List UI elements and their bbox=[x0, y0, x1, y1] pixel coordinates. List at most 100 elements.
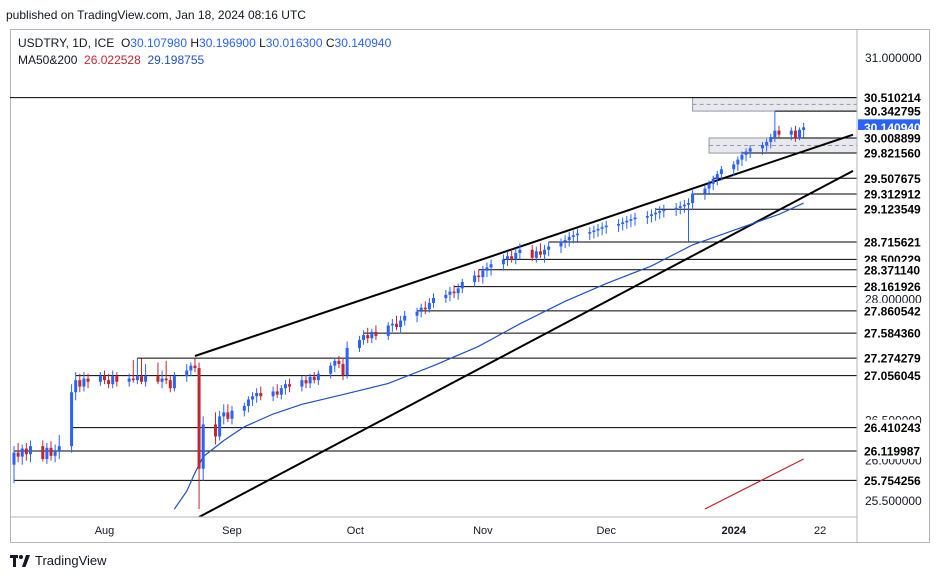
candle-body bbox=[691, 193, 695, 204]
candle-body bbox=[242, 405, 246, 411]
candle-body bbox=[308, 376, 312, 384]
x-axis-tick-label: Oct bbox=[347, 525, 364, 537]
price-level-label: 28.371140 bbox=[864, 263, 920, 277]
candle-body bbox=[506, 256, 510, 260]
price-level-label: 29.821560 bbox=[864, 147, 921, 161]
candle-body bbox=[102, 376, 106, 381]
candle-body bbox=[777, 130, 781, 135]
candle-body bbox=[275, 391, 279, 395]
candle-body bbox=[423, 307, 427, 310]
candle-body bbox=[633, 217, 637, 220]
candle-body bbox=[789, 130, 793, 135]
candle-body bbox=[288, 384, 292, 387]
close-value: 30.140940 bbox=[334, 36, 392, 50]
candle-body bbox=[12, 452, 16, 465]
candle-body bbox=[16, 452, 20, 457]
candle-body bbox=[255, 393, 259, 397]
price-level-label-box bbox=[858, 201, 920, 218]
price-level-label: 26.119987 bbox=[864, 444, 920, 458]
candle-body bbox=[769, 137, 773, 142]
candle-body bbox=[74, 380, 78, 393]
candle-body bbox=[164, 378, 168, 381]
candle-body bbox=[473, 275, 477, 282]
candle-body bbox=[111, 376, 115, 385]
candle-body bbox=[765, 141, 769, 146]
symbol-label: USDTRY, 1D, ICE bbox=[18, 36, 115, 50]
candle-body bbox=[399, 320, 403, 328]
candle-body bbox=[514, 252, 518, 260]
price-level-label: 28.715621 bbox=[864, 236, 921, 250]
open-value: 30.107980 bbox=[130, 36, 188, 50]
candle-body bbox=[600, 227, 604, 229]
price-level-label: 27.860542 bbox=[864, 304, 921, 318]
channel-lower-trendline bbox=[198, 169, 854, 517]
candle-body bbox=[49, 447, 53, 456]
candle-body bbox=[300, 380, 304, 387]
x-axis-tick-label: Aug bbox=[95, 525, 115, 537]
candle-body bbox=[370, 331, 374, 339]
x-axis-tick-label: 2024 bbox=[721, 525, 746, 537]
candle-body bbox=[386, 325, 390, 336]
candle-body bbox=[563, 240, 567, 242]
price-level-label-box bbox=[858, 442, 920, 459]
tradingview-footer[interactable]: TradingView bbox=[10, 553, 107, 568]
price-level-label-box bbox=[858, 185, 920, 202]
candle-body bbox=[271, 391, 275, 397]
candle-body bbox=[168, 380, 172, 389]
candle-body bbox=[279, 388, 283, 395]
candle-body bbox=[485, 267, 489, 271]
candle-body bbox=[761, 145, 765, 149]
chart-frame[interactable] bbox=[10, 29, 930, 543]
candle-body bbox=[798, 129, 802, 139]
candle-body bbox=[337, 360, 341, 365]
candle-body bbox=[662, 209, 666, 212]
candle-body bbox=[802, 127, 806, 130]
candle-body bbox=[658, 211, 662, 213]
close-label: C bbox=[325, 36, 335, 50]
candle-body bbox=[304, 380, 308, 384]
price-level-label: 30.008899 bbox=[864, 131, 921, 145]
candle-body bbox=[510, 256, 514, 260]
price-level-label-box bbox=[858, 302, 920, 319]
candle-body bbox=[131, 378, 135, 381]
candle-body bbox=[703, 188, 707, 194]
price-level-label: 26.410243 bbox=[864, 421, 921, 435]
candle-body bbox=[481, 270, 485, 278]
y-axis-tick-label: 25.500000 bbox=[865, 494, 922, 508]
candle-body bbox=[193, 365, 197, 369]
price-level-label-box bbox=[858, 261, 920, 278]
open-label: O bbox=[120, 36, 131, 50]
candle-body bbox=[53, 450, 57, 456]
candle-body bbox=[567, 236, 571, 241]
price-level-label-box bbox=[858, 325, 920, 342]
published-caption: published on TradingView.com, Jan 18, 20… bbox=[6, 8, 306, 22]
candle-body bbox=[160, 378, 164, 382]
candle-body bbox=[518, 249, 522, 253]
candle-body bbox=[333, 360, 337, 366]
candle-body bbox=[444, 294, 448, 299]
price-level-label: 30.342795 bbox=[864, 105, 921, 119]
candle-body bbox=[419, 307, 423, 312]
ma200-value: 29.198755 bbox=[147, 53, 205, 67]
high-label: H bbox=[190, 36, 200, 50]
plot-area bbox=[10, 97, 857, 517]
candle-body bbox=[793, 130, 797, 139]
candle-body bbox=[70, 392, 74, 447]
candle-body bbox=[740, 154, 744, 160]
price-level-label: 28.161926 bbox=[864, 280, 921, 294]
candle-body bbox=[156, 376, 160, 382]
price-level-label-box bbox=[858, 145, 920, 162]
candle-body bbox=[530, 249, 534, 258]
candle-body bbox=[246, 399, 250, 406]
candle-body bbox=[139, 376, 143, 382]
candle-body bbox=[748, 148, 752, 152]
high-value: 30.196900 bbox=[199, 36, 256, 50]
candle-body bbox=[452, 291, 456, 294]
candle-body bbox=[403, 315, 407, 321]
candle-body bbox=[57, 446, 61, 451]
candle-body bbox=[571, 235, 575, 237]
candle-body bbox=[329, 365, 333, 374]
candle-body bbox=[649, 214, 653, 216]
candle-body bbox=[547, 246, 551, 250]
